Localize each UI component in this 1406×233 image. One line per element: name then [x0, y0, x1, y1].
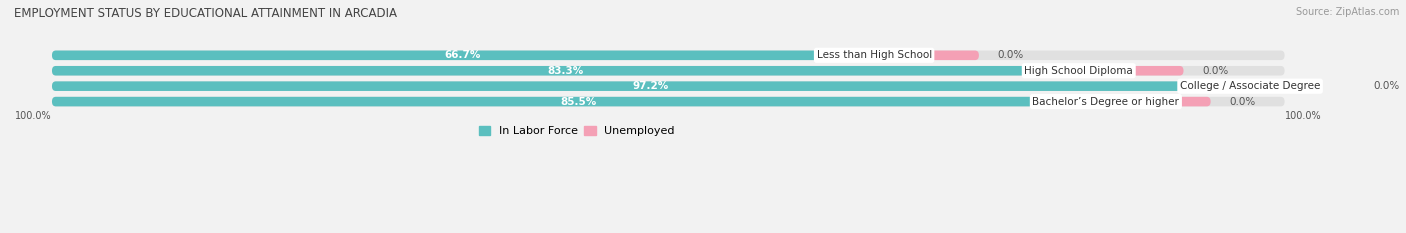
FancyBboxPatch shape	[1107, 97, 1211, 106]
FancyBboxPatch shape	[52, 97, 1285, 106]
Text: Less than High School: Less than High School	[817, 50, 932, 60]
Text: Source: ZipAtlas.com: Source: ZipAtlas.com	[1295, 7, 1399, 17]
Text: 0.0%: 0.0%	[997, 50, 1024, 60]
Text: College / Associate Degree: College / Associate Degree	[1180, 81, 1320, 91]
Text: 0.0%: 0.0%	[1202, 66, 1229, 76]
Text: 100.0%: 100.0%	[1285, 111, 1322, 121]
FancyBboxPatch shape	[52, 66, 1078, 75]
Text: EMPLOYMENT STATUS BY EDUCATIONAL ATTAINMENT IN ARCADIA: EMPLOYMENT STATUS BY EDUCATIONAL ATTAINM…	[14, 7, 396, 20]
Legend: In Labor Force, Unemployed: In Labor Force, Unemployed	[474, 121, 679, 140]
FancyBboxPatch shape	[52, 66, 1285, 75]
FancyBboxPatch shape	[52, 51, 875, 60]
Text: High School Diploma: High School Diploma	[1025, 66, 1133, 76]
Text: 97.2%: 97.2%	[633, 81, 669, 91]
Text: 100.0%: 100.0%	[15, 111, 52, 121]
Text: 83.3%: 83.3%	[547, 66, 583, 76]
Text: 0.0%: 0.0%	[1229, 97, 1256, 106]
FancyBboxPatch shape	[52, 51, 1285, 60]
FancyBboxPatch shape	[1250, 81, 1355, 91]
FancyBboxPatch shape	[52, 81, 1250, 91]
Text: 85.5%: 85.5%	[561, 97, 598, 106]
FancyBboxPatch shape	[52, 81, 1285, 91]
FancyBboxPatch shape	[52, 97, 1107, 106]
FancyBboxPatch shape	[1078, 66, 1184, 75]
Text: 66.7%: 66.7%	[444, 50, 481, 60]
Text: 0.0%: 0.0%	[1374, 81, 1399, 91]
Text: Bachelor’s Degree or higher: Bachelor’s Degree or higher	[1032, 97, 1180, 106]
FancyBboxPatch shape	[875, 51, 979, 60]
